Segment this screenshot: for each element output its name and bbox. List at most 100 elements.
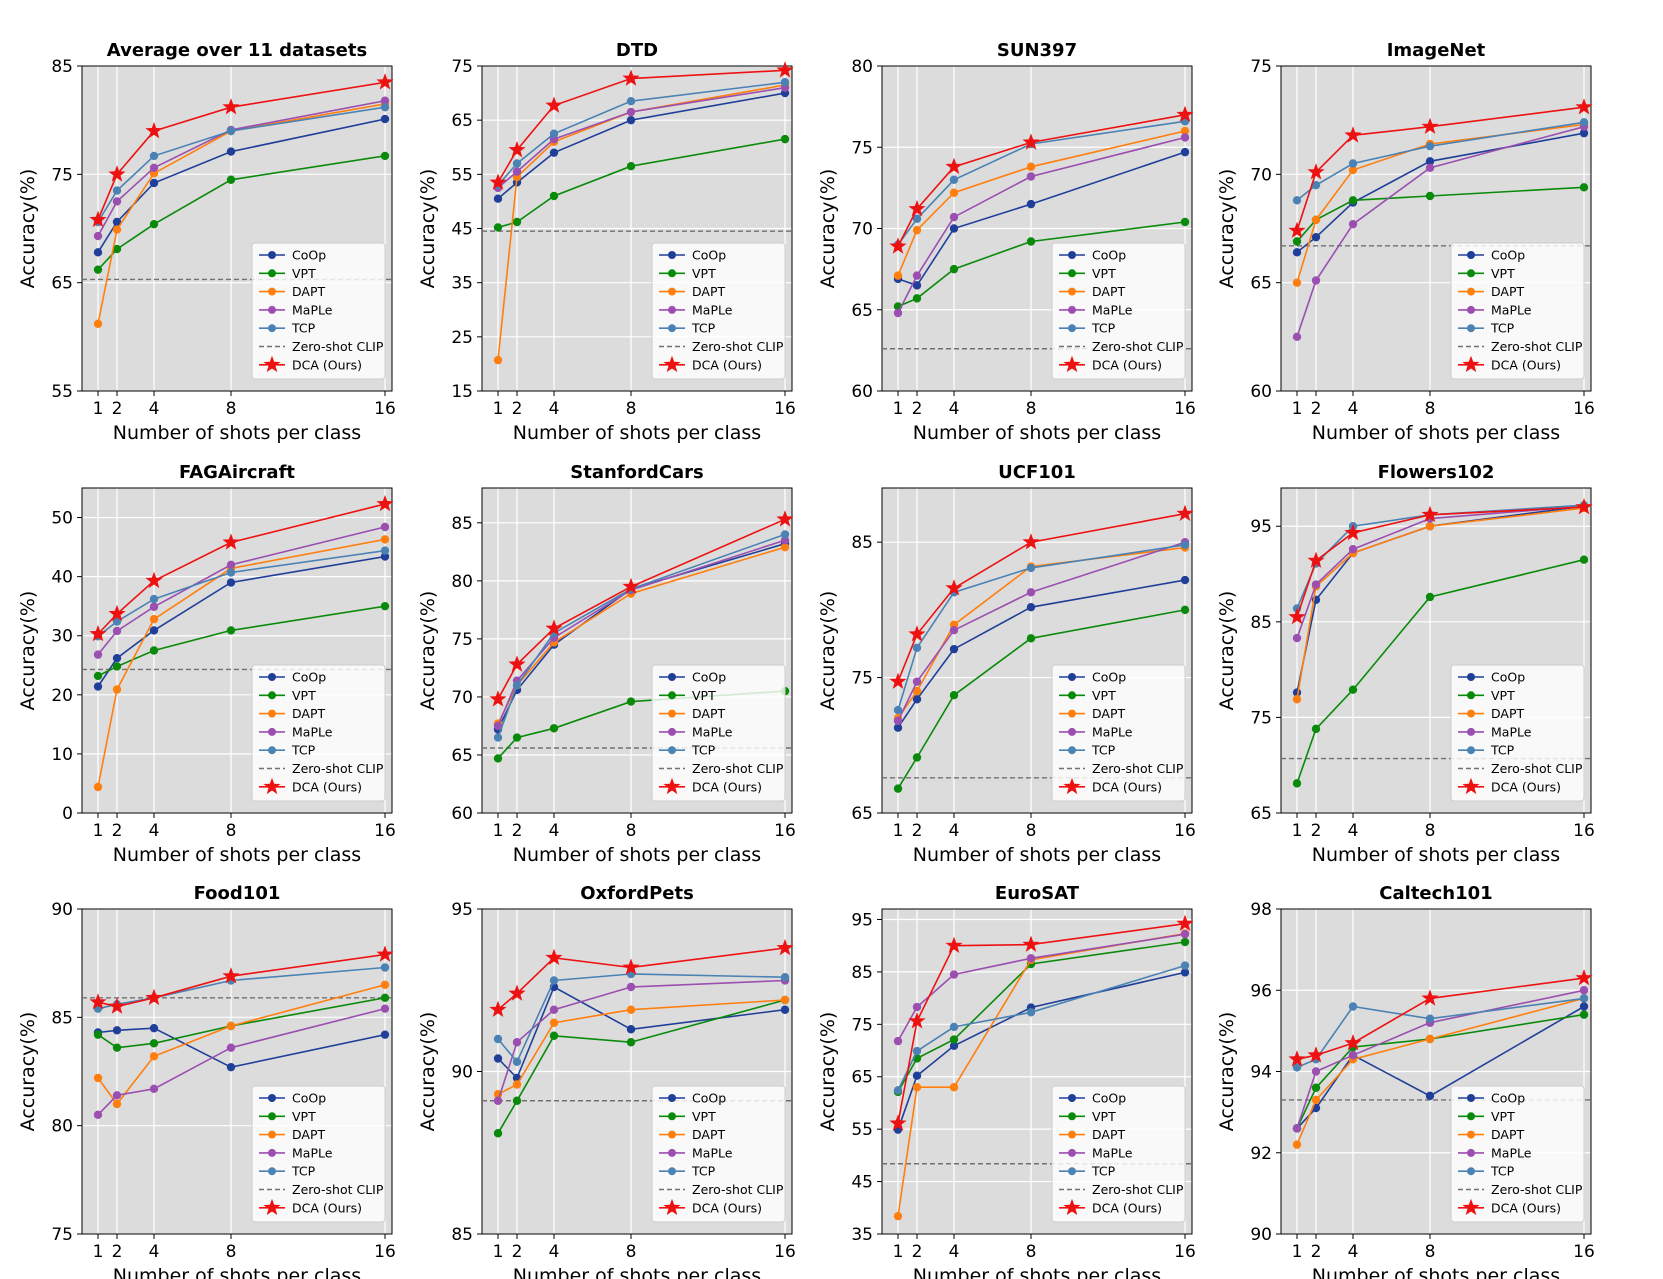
legend-marker (668, 727, 676, 736)
series-dca-ours (889, 105, 1194, 254)
data-point-dca (1176, 105, 1194, 122)
x-tick-label: 8 (1026, 1242, 1037, 1262)
data-point-tcp (780, 973, 790, 982)
legend: CoOp VPT DAPT MaPLe TCP Zero-shot CLIP DCA (Ou… (1450, 664, 1585, 802)
legend-item-zero-shot-clip: Zero-shot CLIP (259, 1182, 384, 1197)
data-point-tcp (1180, 961, 1190, 970)
data-point-vpt (493, 1129, 503, 1138)
legend-label: VPT (1092, 688, 1116, 703)
data-point-dca (1421, 505, 1439, 522)
legend-marker (1068, 305, 1076, 314)
x-tick-label: 4 (949, 821, 960, 841)
x-tick-label: 16 (1573, 1242, 1595, 1262)
data-point-coop (949, 644, 959, 654)
legend-marker (668, 673, 676, 681)
legend-label: DAPT (692, 706, 725, 721)
data-point-tcp (549, 129, 559, 138)
y-tick-label: 96 (1250, 981, 1272, 1001)
y-tick-label: 85 (851, 533, 873, 553)
data-point-tcp (949, 1022, 959, 1032)
legend-label: DCA (Ours) (1092, 779, 1162, 794)
series-tcp (1292, 118, 1589, 205)
legend-marker (1068, 1167, 1076, 1176)
data-point-dca (945, 157, 963, 174)
x-axis-label: Number of shots per class (113, 422, 361, 444)
data-point-vpt (626, 697, 636, 706)
series-coop (93, 1023, 390, 1072)
data-point-tcp (1311, 180, 1321, 190)
legend-label: TCP (1490, 1164, 1515, 1179)
series-coop (493, 982, 790, 1083)
legend-item-zero-shot-clip: Zero-shot CLIP (259, 339, 384, 354)
legend-marker (1462, 355, 1480, 373)
y-tick-label: 65 (451, 746, 473, 766)
data-point-dapt (912, 686, 922, 696)
data-point-coop (93, 248, 103, 257)
x-tick-label: 2 (912, 1242, 923, 1262)
legend-marker (1068, 269, 1076, 278)
legend-item-vpt: VPT (1458, 266, 1515, 281)
legend-item-maple: MaPLe (1458, 724, 1532, 739)
data-point-coop (493, 194, 503, 203)
series-dca-ours (489, 510, 794, 707)
legend-box (1450, 1085, 1585, 1223)
data-point-maple (1292, 633, 1302, 643)
data-point-maple (1292, 1124, 1302, 1133)
y-tick-label: 90 (451, 1063, 473, 1083)
x-tick-label: 8 (226, 399, 237, 419)
legend-label: MaPLe (1491, 1145, 1532, 1160)
plot-frame (1280, 487, 1592, 814)
x-tick-label: 8 (226, 821, 237, 841)
y-tick-label: 65 (51, 274, 73, 294)
data-point-tcp (512, 681, 522, 690)
data-point-maple (149, 1084, 159, 1094)
legend-marker (1467, 1112, 1475, 1121)
data-point-vpt (1180, 217, 1190, 227)
plot-frame (881, 908, 1193, 1235)
data-point-vpt (1292, 779, 1302, 788)
data-point-dapt (1026, 162, 1036, 171)
y-tick-label: 55 (51, 382, 73, 402)
chart-title: OxfordPets (580, 883, 694, 904)
y-axis-label: Accuracy(%) (1216, 169, 1238, 289)
y-tick-label: 90 (51, 900, 73, 920)
y-tick-label: 35 (451, 274, 473, 294)
legend-marker (668, 287, 676, 296)
legend-box (651, 242, 786, 380)
legend-item-coop: CoOp (659, 1091, 726, 1106)
legend-label: DAPT (1491, 1127, 1524, 1142)
y-axis-label: Accuracy(%) (817, 591, 839, 711)
data-point-vpt (780, 134, 790, 144)
data-point-coop (1180, 968, 1190, 977)
x-tick-label: 2 (112, 1242, 123, 1262)
legend-box (651, 664, 786, 802)
data-point-vpt (493, 223, 503, 232)
data-point-coop (912, 281, 922, 290)
y-tick-label: 70 (851, 220, 873, 240)
legend-marker (268, 305, 276, 314)
legend-label: Zero-shot CLIP (1491, 761, 1583, 776)
x-tick-label: 16 (374, 1242, 396, 1262)
data-point-dapt (93, 782, 103, 792)
data-point-coop (1579, 1002, 1589, 1011)
legend-label: DAPT (1092, 706, 1125, 721)
x-axis-label: Number of shots per class (513, 844, 761, 866)
data-point-maple (1348, 544, 1358, 554)
x-axis-label: Number of shots per class (913, 1265, 1161, 1279)
legend-item-dapt: DAPT (1059, 284, 1125, 299)
data-point-dca (145, 988, 163, 1006)
legend-marker (263, 355, 281, 373)
y-tick-label: 85 (51, 57, 73, 77)
legend-box (1051, 664, 1186, 802)
legend-label: MaPLe (692, 724, 733, 739)
legend-item-tcp: TCP (1458, 321, 1515, 336)
y-tick-label: 65 (851, 1068, 873, 1088)
data-point-dapt (380, 980, 390, 990)
legend-marker (1467, 709, 1475, 718)
x-axis-label: Number of shots per class (113, 844, 361, 866)
legend-label: Zero-shot CLIP (1491, 339, 1583, 354)
x-tick-label: 4 (549, 1242, 560, 1262)
legend-label: DCA (Ours) (692, 779, 762, 794)
data-point-dapt (912, 225, 922, 235)
